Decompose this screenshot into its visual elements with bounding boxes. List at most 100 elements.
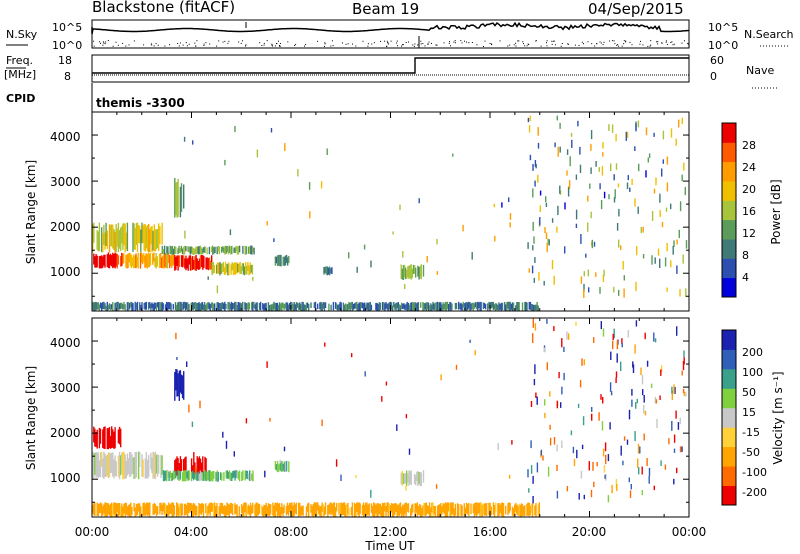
vel-data-cell-0 bbox=[99, 428, 102, 444]
power-data-cell-2 bbox=[172, 253, 174, 266]
power-data-cell-3 bbox=[188, 255, 190, 265]
vel-data-speckle bbox=[469, 339, 471, 343]
nsearch-point bbox=[518, 40, 520, 42]
power-data-cell-10 bbox=[492, 301, 495, 310]
power-data-cell-10 bbox=[469, 302, 471, 311]
power-data-cell-10 bbox=[400, 302, 403, 310]
vel-data-cell-5 bbox=[195, 505, 197, 516]
power-data-speckle bbox=[528, 268, 530, 273]
nsearch-point bbox=[390, 40, 392, 42]
power-data-speckle bbox=[184, 230, 186, 239]
power-data-cell-2 bbox=[154, 257, 156, 267]
power-data-cell-2 bbox=[123, 253, 125, 264]
vel-data-cell-6 bbox=[274, 461, 277, 470]
power-data-cell-10 bbox=[308, 303, 310, 311]
nsearch-point bbox=[461, 42, 463, 44]
vel-data-cell-5 bbox=[105, 502, 107, 517]
power-data-cell-10 bbox=[128, 302, 131, 310]
power-colorbar-swatch bbox=[722, 219, 736, 240]
vel-data-cell-5 bbox=[148, 502, 150, 516]
power-data-cell-2 bbox=[137, 252, 139, 269]
power-data-cell-10 bbox=[278, 302, 281, 311]
vel-data-speckle bbox=[563, 346, 565, 352]
velocity-data bbox=[92, 318, 687, 517]
nsearch-point bbox=[98, 41, 100, 43]
vel-data-cell-0 bbox=[98, 427, 101, 449]
nsearch-point bbox=[182, 44, 184, 46]
nsearch-point bbox=[647, 45, 649, 47]
vel-data-cell-2 bbox=[197, 458, 199, 477]
vel-data-speckle bbox=[642, 389, 644, 396]
vel-data-cell-5 bbox=[318, 505, 320, 515]
nsearch-point bbox=[603, 41, 605, 43]
power-data-cell-1 bbox=[152, 230, 154, 251]
vel-data-cell-1 bbox=[121, 452, 123, 474]
vel-data-cell-5 bbox=[521, 504, 524, 516]
power-data-cell-5 bbox=[221, 263, 223, 273]
vel-data-speckle bbox=[637, 443, 640, 454]
vel-colorbar-swatch bbox=[722, 407, 736, 428]
power-data-cell-10 bbox=[526, 302, 528, 311]
nsearch-point bbox=[387, 42, 389, 44]
vel-data-cell-4 bbox=[215, 472, 217, 482]
power-data-cell-10 bbox=[101, 303, 103, 311]
vel-data-cell-5 bbox=[96, 502, 98, 516]
power-data-cell-10 bbox=[424, 303, 426, 310]
power-data-cell-10 bbox=[253, 301, 255, 309]
vel-data-speckle bbox=[340, 474, 342, 481]
vel-data-cell-4 bbox=[213, 471, 215, 480]
vel-data-cell-4 bbox=[210, 471, 213, 481]
power-data-speckle bbox=[637, 206, 639, 214]
vel-data-cell-5 bbox=[216, 503, 218, 517]
nsearch-point bbox=[104, 43, 106, 45]
power-data-cell-5 bbox=[217, 262, 219, 274]
power-data-speckle bbox=[679, 201, 682, 212]
power-data-cell-10 bbox=[182, 301, 185, 310]
vel-data-cell-1 bbox=[150, 452, 152, 470]
vel-data-cell-5 bbox=[342, 502, 345, 515]
vel-data-cell-1 bbox=[107, 452, 110, 479]
power-data-cell-10 bbox=[362, 303, 365, 311]
vel-data-cell-5 bbox=[528, 503, 530, 517]
power-data-cell-2 bbox=[133, 254, 135, 269]
power-data-cell-10 bbox=[169, 302, 171, 310]
vel-data-cell-4 bbox=[245, 470, 247, 479]
vel-data-cell-5 bbox=[246, 506, 248, 515]
power-data-cell-10 bbox=[392, 305, 394, 311]
power-data-cell-3 bbox=[176, 255, 178, 266]
power-data-cell-10 bbox=[284, 303, 286, 309]
vel-data-cell-4 bbox=[229, 472, 232, 481]
power-data-cell-10 bbox=[463, 303, 465, 311]
vel-data-speckle bbox=[532, 496, 534, 504]
nave-tick-bottom: 0 bbox=[710, 70, 717, 83]
vel-data-speckle bbox=[631, 389, 633, 396]
vel-data-cell-1 bbox=[139, 451, 141, 467]
power-data-cell-10 bbox=[148, 302, 150, 310]
vel-data-cell-5 bbox=[484, 503, 487, 516]
vel-data-speckle bbox=[283, 446, 286, 452]
vel-data-cell-3 bbox=[174, 372, 176, 401]
vel-data-cell-2 bbox=[204, 456, 206, 472]
power-data-cell-10 bbox=[394, 303, 396, 310]
vel-data-cell-1 bbox=[115, 461, 117, 477]
vel-data-cell-5 bbox=[289, 502, 291, 512]
vel-data-cell-5 bbox=[123, 503, 125, 514]
nsearch-point bbox=[551, 43, 553, 45]
vel-data-cell-2 bbox=[193, 457, 195, 477]
power-data-speckle bbox=[659, 258, 661, 268]
power-data-cell-10 bbox=[176, 304, 178, 311]
power-data-speckle bbox=[608, 124, 610, 131]
vel-data-cell-5 bbox=[493, 504, 496, 517]
power-data-speckle bbox=[673, 240, 675, 247]
power-data-speckle bbox=[531, 265, 534, 274]
power-data-cell-10 bbox=[530, 303, 533, 311]
power-data-speckle bbox=[532, 221, 534, 231]
power-data-cell-10 bbox=[352, 304, 355, 310]
vel-data-speckle bbox=[532, 318, 534, 328]
power-data-cell-1 bbox=[121, 226, 123, 244]
power-data-cell-4 bbox=[218, 246, 221, 255]
power-cb-label: Power [dB] bbox=[769, 179, 783, 244]
vel-data-cell-4 bbox=[165, 470, 167, 481]
nsearch-point bbox=[546, 42, 547, 44]
power-data-speckle bbox=[616, 223, 619, 231]
